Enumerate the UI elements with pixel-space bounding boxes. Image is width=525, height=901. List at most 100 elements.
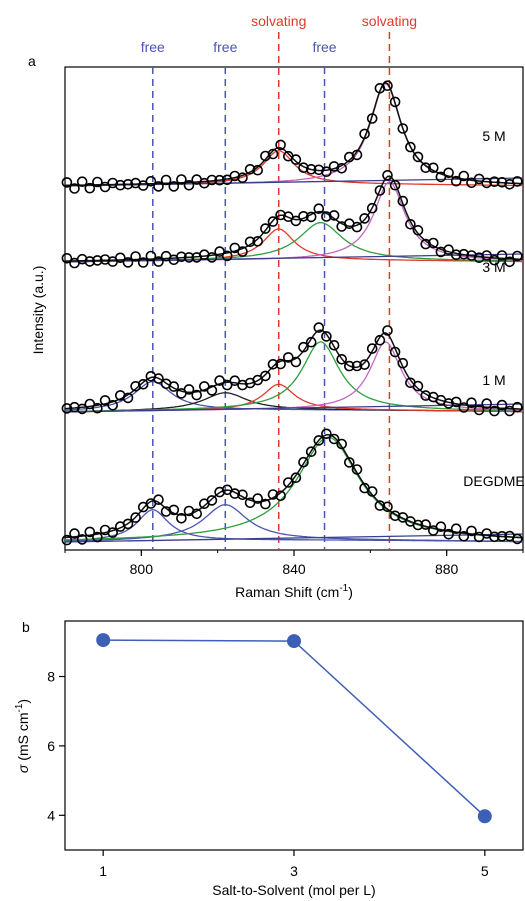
- data-point: [328, 339, 340, 351]
- data-point: [389, 96, 401, 108]
- trace-label: 1 M: [482, 372, 505, 388]
- data-point: [450, 523, 462, 535]
- data-point: [99, 254, 111, 265]
- baseline: [64, 533, 524, 543]
- data-point: [275, 490, 286, 502]
- data-point: [145, 370, 157, 382]
- data-point: [321, 331, 332, 342]
- data-point: [443, 244, 454, 255]
- data-point: [115, 252, 126, 264]
- data-point: [504, 256, 515, 268]
- data-point: [489, 254, 500, 266]
- trace-1-m: [61, 322, 524, 417]
- data-point: [153, 181, 164, 192]
- data-point: [305, 336, 317, 348]
- data-point: [366, 486, 378, 497]
- data-point: [260, 223, 271, 234]
- baseline: [64, 177, 524, 187]
- free-label: free: [312, 39, 336, 55]
- data-point: [290, 215, 302, 227]
- data-point: [290, 472, 302, 484]
- x-tick-label: 880: [435, 561, 459, 577]
- data-point: [237, 379, 248, 391]
- data-point: [313, 322, 325, 333]
- data-point: [221, 250, 233, 262]
- data-point: [183, 180, 195, 191]
- component-peak: [65, 181, 524, 263]
- data-point: [321, 428, 332, 440]
- data-point: [61, 177, 73, 188]
- data-point: [267, 489, 279, 500]
- data-point: [275, 209, 286, 221]
- data-point: [351, 464, 363, 475]
- component-peak: [64, 341, 524, 413]
- data-point: [214, 375, 225, 386]
- trace-label: DEGDME: [463, 473, 524, 489]
- data-point: [206, 495, 218, 506]
- data-point: [92, 531, 103, 543]
- data-point: [298, 211, 309, 222]
- data-point: [420, 390, 432, 401]
- data-point: [359, 213, 370, 224]
- data-point: [153, 494, 164, 506]
- conductivity-chart: b 1 3 5 4 6 8 Salt-to-Solvent (mol per L) σ (…: [14, 619, 524, 898]
- data-point: [351, 149, 363, 161]
- x-tick-label: 800: [130, 561, 154, 577]
- x-tick-label: 3: [290, 863, 298, 879]
- data-point: [260, 370, 271, 382]
- data-point: [191, 389, 202, 401]
- data-point: [221, 379, 233, 391]
- data-point: [229, 170, 241, 182]
- data-point: [511, 250, 523, 262]
- data-point: [374, 500, 386, 511]
- data-point: [282, 477, 294, 488]
- conductivity-series: [96, 633, 492, 824]
- data-point: [328, 161, 340, 172]
- data-point: [153, 373, 164, 384]
- data-point: [76, 253, 88, 265]
- data-point: [328, 210, 340, 221]
- data-point: [336, 163, 348, 174]
- reference-lines: [152, 32, 391, 550]
- data-point: [466, 397, 477, 409]
- data-point: [305, 211, 317, 223]
- data-point: [351, 221, 363, 233]
- data-point: [343, 151, 355, 163]
- data-point: [191, 508, 202, 520]
- data-point: [130, 512, 141, 523]
- data-point: [351, 360, 363, 372]
- data-point: [374, 334, 386, 346]
- data-point: [122, 179, 134, 190]
- data-point: [122, 518, 134, 530]
- data-point: [374, 185, 386, 196]
- data-point: [450, 175, 462, 187]
- envelope-fit: [64, 175, 524, 262]
- data-point: [237, 246, 248, 257]
- data-point: [260, 150, 271, 162]
- data-point: [473, 252, 485, 264]
- data-point: [61, 403, 73, 414]
- trace-5-m: [61, 80, 524, 194]
- baseline: [64, 253, 524, 263]
- data-point: [260, 498, 271, 510]
- spectra-traces: 5 M 3 M 1 M DEGDME: [61, 80, 525, 546]
- data-point: [160, 506, 172, 517]
- data-point: [443, 167, 454, 179]
- data-point: [229, 488, 241, 499]
- component-peak: [65, 504, 523, 543]
- data-point: [366, 202, 378, 214]
- envelope-fit: [64, 329, 524, 410]
- data-point: [76, 403, 88, 415]
- data-point: [496, 399, 508, 411]
- data-point: [122, 257, 134, 268]
- data-point: [282, 352, 294, 363]
- data-point: [481, 398, 493, 409]
- data-point: [450, 249, 462, 260]
- data-point: [405, 219, 416, 230]
- x-tick-label: 5: [481, 863, 489, 879]
- data-point: [92, 176, 103, 188]
- data-point: [420, 162, 432, 173]
- panel-a-label: a: [28, 53, 36, 69]
- data-point: [366, 113, 378, 124]
- data-point: [382, 80, 393, 91]
